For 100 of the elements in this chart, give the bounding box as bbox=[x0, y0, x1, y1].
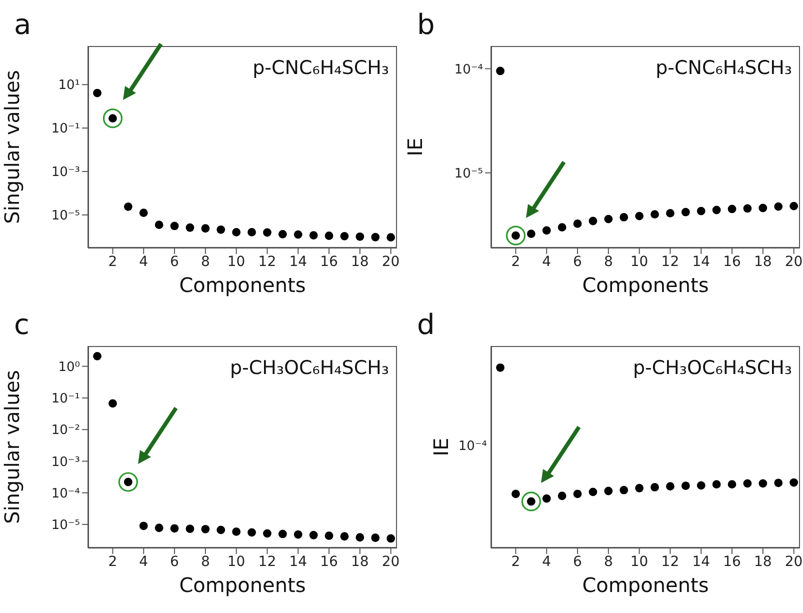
x-tick-label: 8 bbox=[200, 554, 210, 570]
point bbox=[340, 532, 349, 541]
point bbox=[635, 212, 644, 220]
y-tick-label: 10¹ bbox=[58, 78, 80, 94]
point bbox=[743, 204, 752, 213]
point bbox=[542, 494, 551, 503]
annotation: p-CNC₆H₄SCH₃ bbox=[252, 56, 389, 80]
point bbox=[102, 108, 123, 128]
x-tick-label: 2 bbox=[108, 254, 118, 270]
y-tick-label: 10⁻⁵ bbox=[454, 166, 483, 182]
x-tick-label: 8 bbox=[604, 554, 613, 570]
point bbox=[154, 524, 164, 532]
x-tick-label: 18 bbox=[351, 254, 369, 270]
point bbox=[758, 204, 768, 212]
x-tick-label: 16 bbox=[723, 254, 742, 270]
point bbox=[620, 486, 628, 494]
point bbox=[558, 492, 566, 500]
annotation: p-CH₃OC₆H₄SCH₃ bbox=[230, 356, 389, 380]
x-tick-label: 10 bbox=[630, 254, 648, 270]
y-tick-label: 10⁻¹ bbox=[51, 392, 80, 407]
chart-title: a bbox=[14, 8, 32, 42]
x-tick-label: 4 bbox=[139, 254, 148, 270]
point bbox=[758, 479, 768, 488]
point bbox=[309, 530, 318, 540]
x-tick-label: 14 bbox=[289, 554, 308, 570]
x-tick-label: 6 bbox=[573, 554, 582, 570]
x-tick-label: 16 bbox=[320, 254, 338, 270]
x-tick-label: 20 bbox=[784, 254, 803, 270]
point bbox=[232, 527, 241, 536]
point bbox=[604, 214, 613, 224]
point bbox=[170, 222, 179, 230]
point bbox=[216, 225, 226, 234]
point bbox=[604, 486, 613, 496]
y-tick-label: 10⁻⁴ bbox=[51, 486, 80, 502]
x-axis-title: Components bbox=[581, 272, 710, 298]
point bbox=[774, 478, 783, 488]
x-tick-label: 8 bbox=[200, 254, 210, 270]
point bbox=[681, 482, 690, 490]
point bbox=[294, 530, 302, 539]
x-tick-label: 10 bbox=[227, 554, 246, 570]
point bbox=[263, 228, 272, 237]
x-tick-label: 14 bbox=[692, 554, 710, 570]
point bbox=[506, 226, 526, 246]
point bbox=[356, 232, 364, 241]
y-axis-title: IE bbox=[428, 436, 454, 458]
x-tick-label: 8 bbox=[604, 254, 613, 270]
point bbox=[635, 484, 644, 492]
x-tick-label: 6 bbox=[170, 254, 180, 270]
point bbox=[728, 204, 736, 214]
point bbox=[650, 210, 659, 219]
x-tick-label: 18 bbox=[754, 554, 772, 570]
point bbox=[324, 232, 334, 240]
point bbox=[340, 232, 349, 240]
chart-title: d bbox=[417, 308, 435, 342]
point bbox=[294, 230, 302, 239]
x-tick-label: 20 bbox=[784, 554, 803, 570]
x-tick-label: 12 bbox=[258, 254, 276, 270]
point bbox=[588, 216, 598, 226]
x-tick-label: 18 bbox=[754, 254, 772, 270]
point bbox=[774, 202, 783, 211]
point bbox=[124, 202, 132, 211]
annotation: p-CNC₆H₄SCH₃ bbox=[656, 56, 792, 80]
point bbox=[666, 208, 674, 218]
x-tick-label: 12 bbox=[661, 554, 680, 570]
point bbox=[790, 202, 798, 210]
x-tick-label: 6 bbox=[170, 554, 180, 570]
point bbox=[216, 526, 226, 534]
point bbox=[542, 226, 551, 235]
point bbox=[93, 88, 102, 98]
x-tick-label: 6 bbox=[573, 254, 582, 270]
x-tick-label: 18 bbox=[351, 554, 369, 570]
x-axis-title: Components bbox=[178, 572, 307, 598]
x-tick-label: 4 bbox=[542, 554, 552, 570]
point bbox=[201, 524, 210, 534]
point bbox=[512, 490, 520, 498]
chart-title: c bbox=[14, 308, 30, 342]
point bbox=[790, 478, 798, 487]
x-tick-label: 2 bbox=[511, 554, 520, 570]
point bbox=[154, 220, 164, 230]
point bbox=[263, 529, 272, 538]
point bbox=[371, 232, 380, 242]
point bbox=[278, 530, 287, 538]
annotation: p-CH₃OC₆H₄SCH₃ bbox=[632, 356, 792, 380]
point bbox=[666, 482, 674, 491]
point bbox=[728, 480, 736, 489]
point bbox=[324, 532, 334, 540]
point bbox=[620, 213, 628, 222]
point bbox=[496, 363, 504, 372]
point bbox=[139, 208, 148, 218]
x-tick-label: 16 bbox=[320, 554, 338, 570]
y-axis-title: IE bbox=[402, 136, 428, 158]
y-tick-label: 10⁻⁵ bbox=[51, 208, 80, 224]
point bbox=[650, 483, 659, 492]
point bbox=[108, 399, 117, 408]
point bbox=[186, 524, 194, 533]
point bbox=[696, 206, 706, 216]
y-tick-label: 10⁻¹ bbox=[51, 122, 80, 137]
y-axis-title: Singular values bbox=[0, 369, 25, 526]
point bbox=[356, 533, 364, 542]
point bbox=[371, 534, 380, 542]
